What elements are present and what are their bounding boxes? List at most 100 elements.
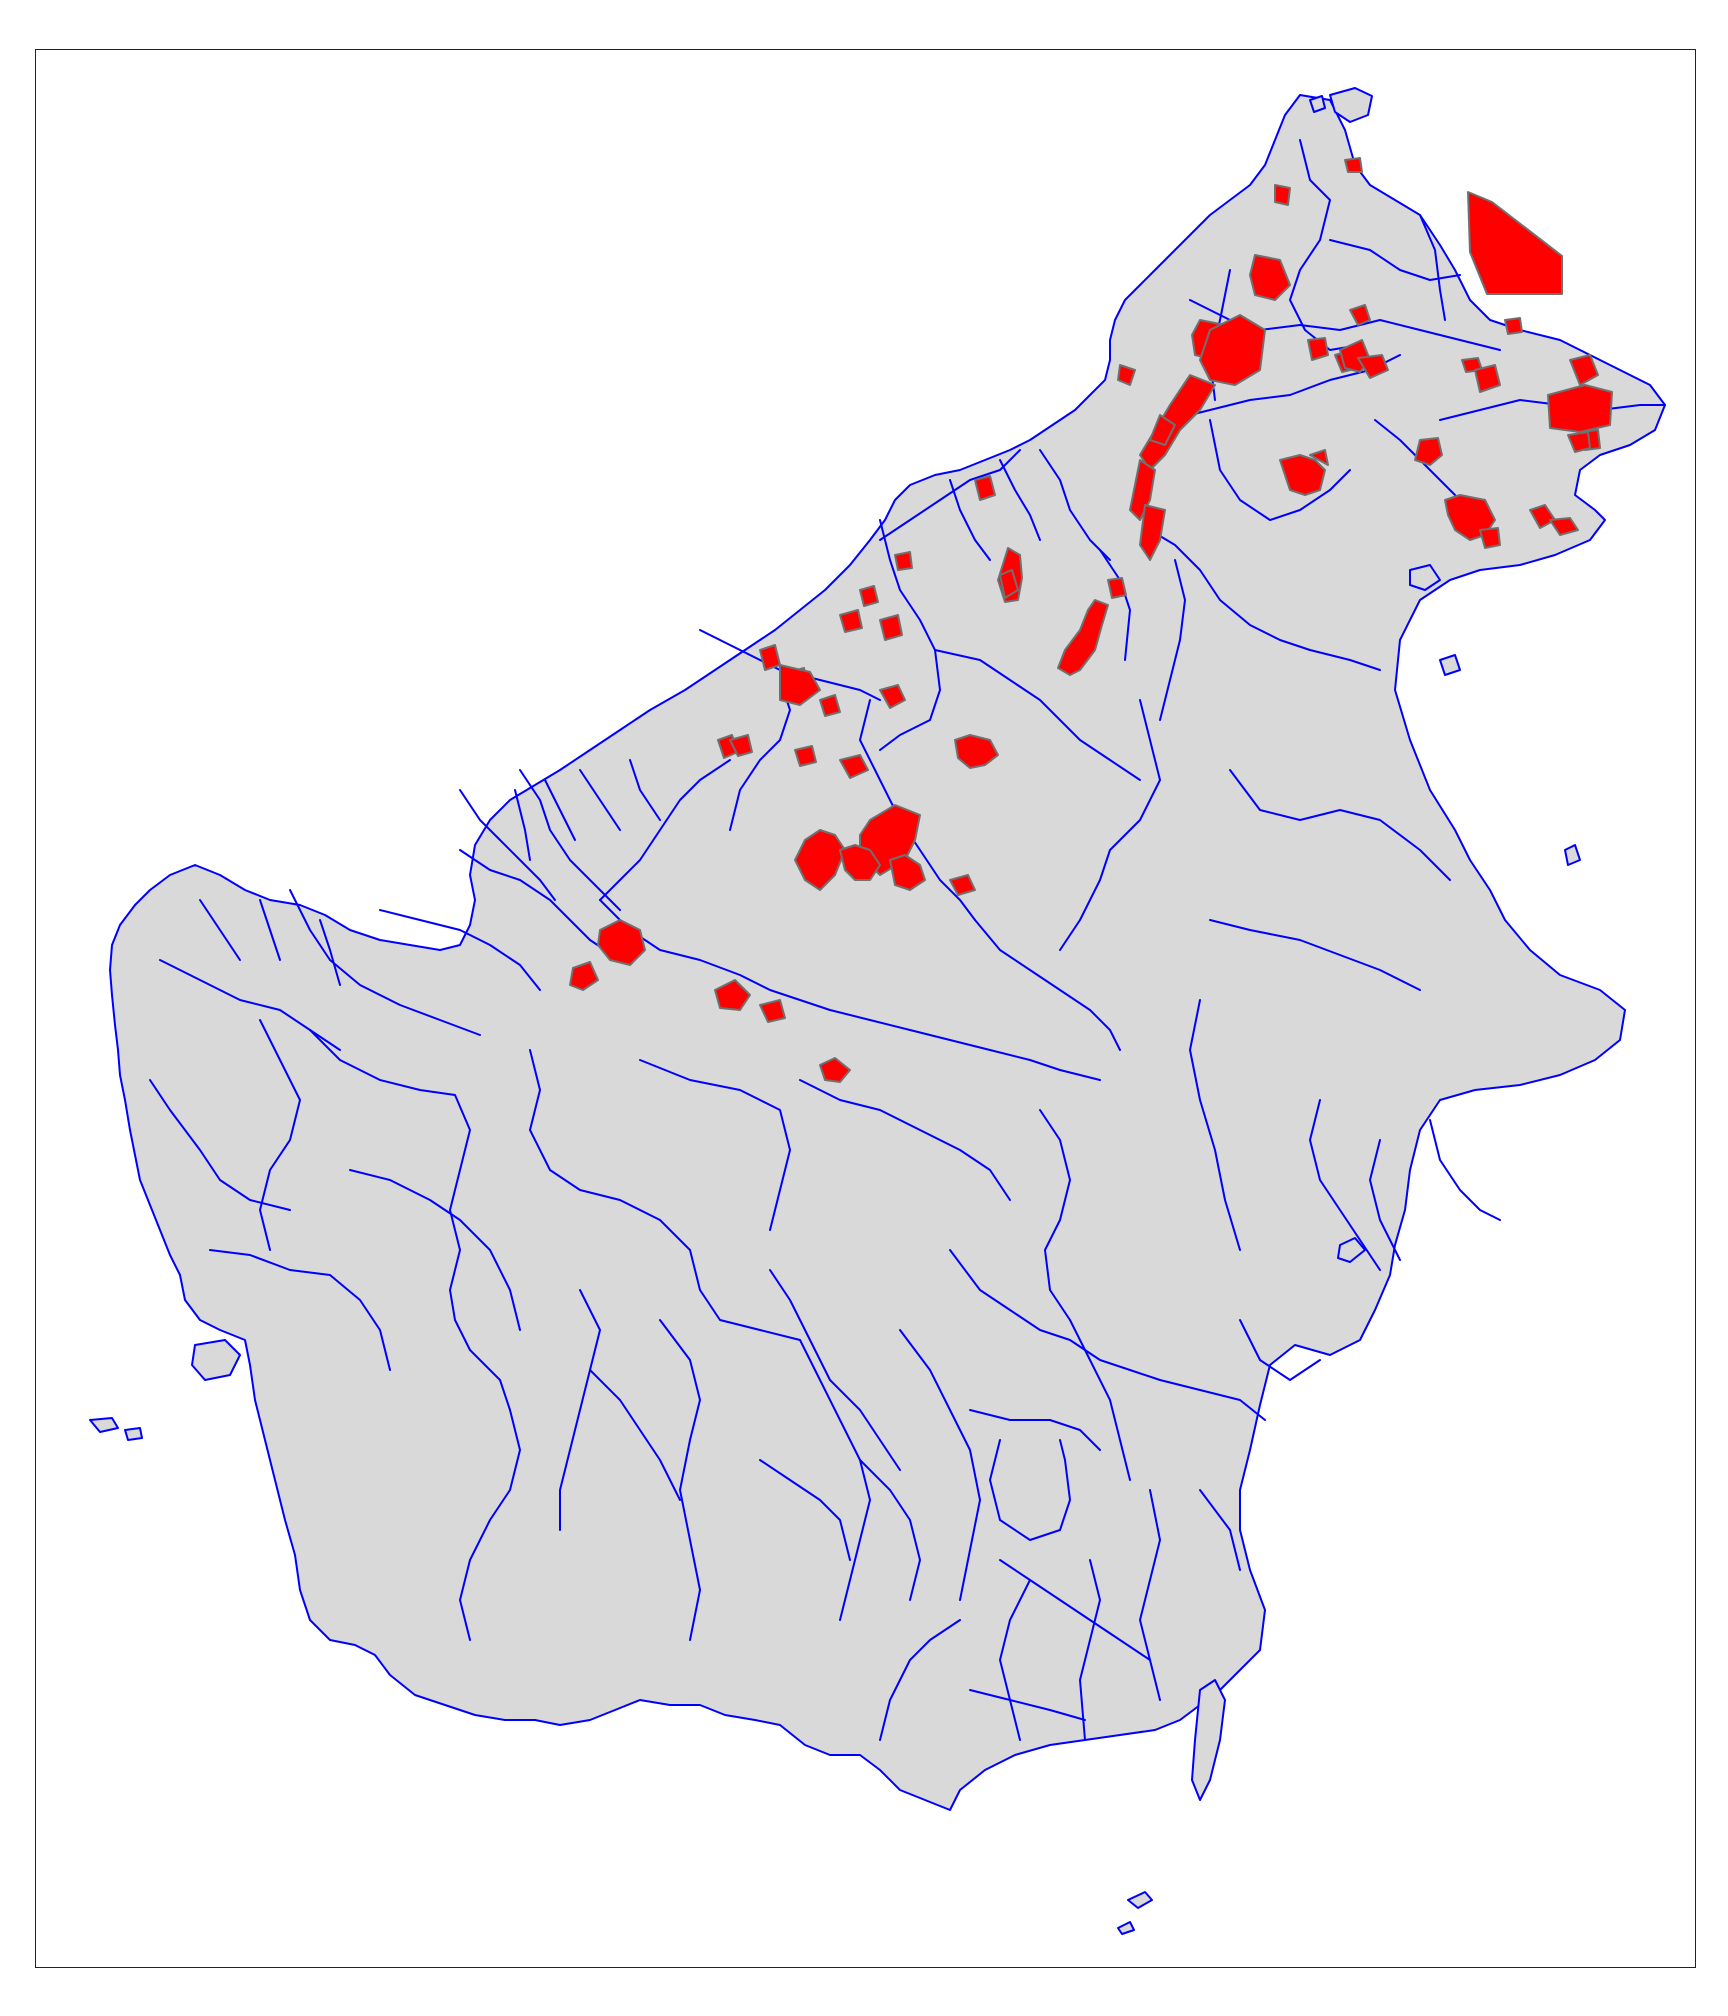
highlight-area: [894, 551, 913, 571]
highlight-area: [879, 614, 903, 641]
boundary-line: [639, 1059, 791, 1231]
borneo-landmass: [109, 94, 1666, 1811]
boundary-line: [1209, 919, 1421, 991]
east-islet-1: [1409, 564, 1441, 591]
boundary-line: [259, 899, 281, 961]
highlight-area: [1057, 599, 1109, 676]
boundary-line: [519, 769, 621, 911]
boundary-line: [969, 1409, 1101, 1451]
highlight-area: [879, 684, 906, 709]
highlight-area: [1274, 184, 1291, 206]
boundary-line: [209, 1249, 391, 1371]
boundary-line: [514, 789, 531, 861]
highlight-area: [1279, 454, 1326, 496]
highlight-area: [597, 919, 646, 966]
boundary-line: [659, 1319, 701, 1641]
boundary-line: [1309, 1099, 1381, 1271]
boundary-line: [1329, 239, 1461, 281]
highlight-area: [1569, 354, 1599, 386]
boundary-line: [879, 1619, 961, 1741]
boundary-line: [459, 1409, 521, 1641]
highlight-area: [1474, 364, 1501, 393]
land-layer: [89, 87, 1666, 1935]
boundary-line: [459, 789, 556, 901]
highlight-area: [819, 1057, 851, 1083]
boundary-line: [1429, 1119, 1501, 1221]
boundary-line: [1079, 1559, 1101, 1741]
highlight-area: [1307, 337, 1329, 361]
highlight-area: [1567, 431, 1591, 453]
boundary-line: [1239, 1319, 1321, 1381]
east-islet-4: [1337, 1237, 1366, 1263]
boundary-line: [309, 1029, 471, 1211]
boundary-line: [949, 479, 991, 561]
highlight-area: [839, 609, 863, 633]
boundary-line: [1209, 419, 1351, 521]
boundary-line: [659, 1219, 801, 1341]
boundary-line: [899, 1329, 981, 1601]
highlight-area: [759, 999, 786, 1023]
boundary-line: [769, 1269, 901, 1471]
boundary-line: [1189, 999, 1241, 1251]
highlight-area: [1107, 577, 1127, 599]
highlight-area: [759, 644, 781, 671]
boundary-line: [1139, 1489, 1161, 1701]
boundary-line: [729, 679, 791, 831]
boundary-line: [379, 909, 541, 991]
highlighted-areas: [569, 157, 1613, 1083]
highlight-area: [1547, 384, 1613, 433]
highlight-area: [954, 734, 999, 769]
highlight-area: [1249, 254, 1291, 301]
highlight-area: [974, 475, 996, 501]
boundary-line: [1149, 529, 1381, 671]
boundary-line: [799, 1339, 871, 1621]
highlight-area: [839, 844, 881, 881]
boundary-line: [599, 759, 731, 901]
highlight-area: [819, 694, 841, 717]
boundary-line: [1069, 1319, 1131, 1481]
boundary-line: [259, 1019, 301, 1251]
boundary-line: [934, 649, 1141, 781]
highlight-area: [839, 754, 869, 779]
east-islet-3: [1564, 844, 1581, 866]
boundary-line: [544, 779, 576, 841]
west-islet-2: [89, 1417, 119, 1433]
boundary-line: [1199, 1489, 1241, 1571]
laut-island: [1191, 1679, 1226, 1801]
west-islet-1: [191, 1339, 241, 1381]
highlight-area: [1549, 517, 1579, 536]
highlight-area: [1149, 414, 1176, 446]
boundary-line: [579, 769, 621, 831]
banggi-island: [1329, 87, 1373, 123]
boundary-line: [1369, 1139, 1401, 1261]
boundary-line: [949, 1249, 1131, 1371]
boundary-line: [974, 919, 1121, 1051]
boundary-line: [829, 1009, 1101, 1081]
boundary-line: [559, 1289, 601, 1531]
boundary-line: [289, 889, 481, 1036]
boundary-line: [529, 1049, 661, 1221]
boundary-line: [1039, 449, 1111, 561]
highlight-area: [1467, 191, 1563, 295]
highlight-area: [1309, 449, 1329, 466]
boundary-line: [199, 899, 241, 961]
balambangan-island: [1309, 95, 1326, 113]
highlight-area: [714, 979, 751, 1011]
highlight-area: [1349, 304, 1371, 326]
boundary-line: [1229, 769, 1451, 881]
highlight-area: [889, 854, 926, 891]
south-islet-2: [1117, 1921, 1135, 1935]
highlight-area: [1504, 317, 1523, 335]
highlight-area: [859, 585, 879, 607]
highlight-area: [1139, 504, 1166, 561]
boundary-line: [999, 459, 1041, 541]
south-islet-1: [1127, 1891, 1153, 1909]
boundary-line: [799, 1079, 1011, 1201]
boundary-line: [1129, 1369, 1266, 1421]
boundary-line: [319, 919, 341, 986]
boundary-line: [149, 1079, 291, 1211]
boundary-line: [159, 959, 341, 1051]
boundary-line: [969, 1689, 1086, 1721]
highlight-area: [729, 734, 753, 757]
